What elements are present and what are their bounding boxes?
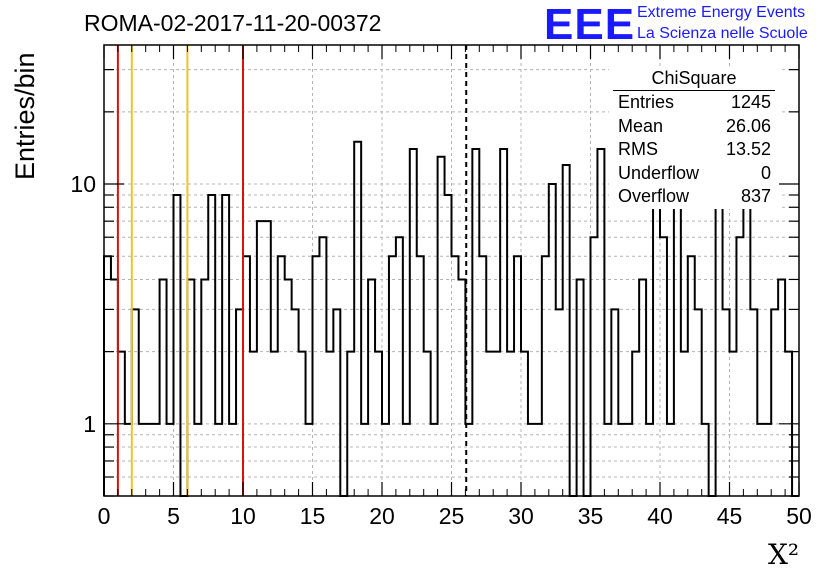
stats-row-entries: Entries 1245: [609, 91, 779, 115]
stats-row-rms: RMS 13.52: [609, 138, 779, 162]
x-tick-label: 40: [647, 503, 673, 529]
eee-subtitle-2: La Scienza nelle Scuole: [637, 25, 808, 42]
y-tick-label: 10: [70, 171, 96, 197]
y-axis-label: Entries/bin: [10, 52, 40, 180]
x-tick-label: 25: [439, 503, 465, 529]
x-tick-label: 10: [230, 503, 256, 529]
stats-label: Underflow: [618, 162, 700, 183]
stats-value: 1245: [730, 92, 771, 112]
chart-title: ROMA-02-2017-11-20-00372: [84, 10, 382, 36]
x-tick-label: 5: [167, 503, 180, 529]
stats-label: Mean: [618, 115, 664, 136]
stats-label: Overflow: [618, 186, 690, 206]
stats-box: ChiSquare Entries 1245 Mean 26.06 RMS 13…: [609, 66, 779, 209]
stats-row-mean: Mean 26.06: [609, 115, 779, 139]
stats-value: 837: [740, 186, 771, 206]
x-tick-label: 50: [786, 503, 812, 529]
x-tick-label: 0: [98, 503, 111, 529]
x-tick-label: 35: [578, 503, 604, 529]
x-tick-label: 30: [508, 503, 534, 529]
stats-title: ChiSquare: [613, 66, 775, 91]
stats-row-overflow: Overflow 837: [609, 185, 779, 209]
stats-label: RMS: [618, 139, 658, 159]
stats-value: 13.52: [725, 139, 771, 159]
stats-row-underflow: Underflow 0: [609, 162, 779, 186]
x-tick-label: 45: [717, 503, 743, 529]
y-tick-label: 1: [83, 411, 96, 437]
x-tick-label: 20: [369, 503, 395, 529]
stats-label: Entries: [618, 92, 675, 112]
stats-value: 0: [760, 162, 771, 183]
x-axis-label: X²: [768, 538, 800, 571]
stats-value: 26.06: [725, 115, 771, 136]
x-tick-label: 15: [300, 503, 326, 529]
eee-subtitle-1: Extreme Energy Events: [637, 4, 806, 21]
histogram-series: [103, 140, 799, 497]
eee-logo: EEE: [544, 0, 636, 49]
